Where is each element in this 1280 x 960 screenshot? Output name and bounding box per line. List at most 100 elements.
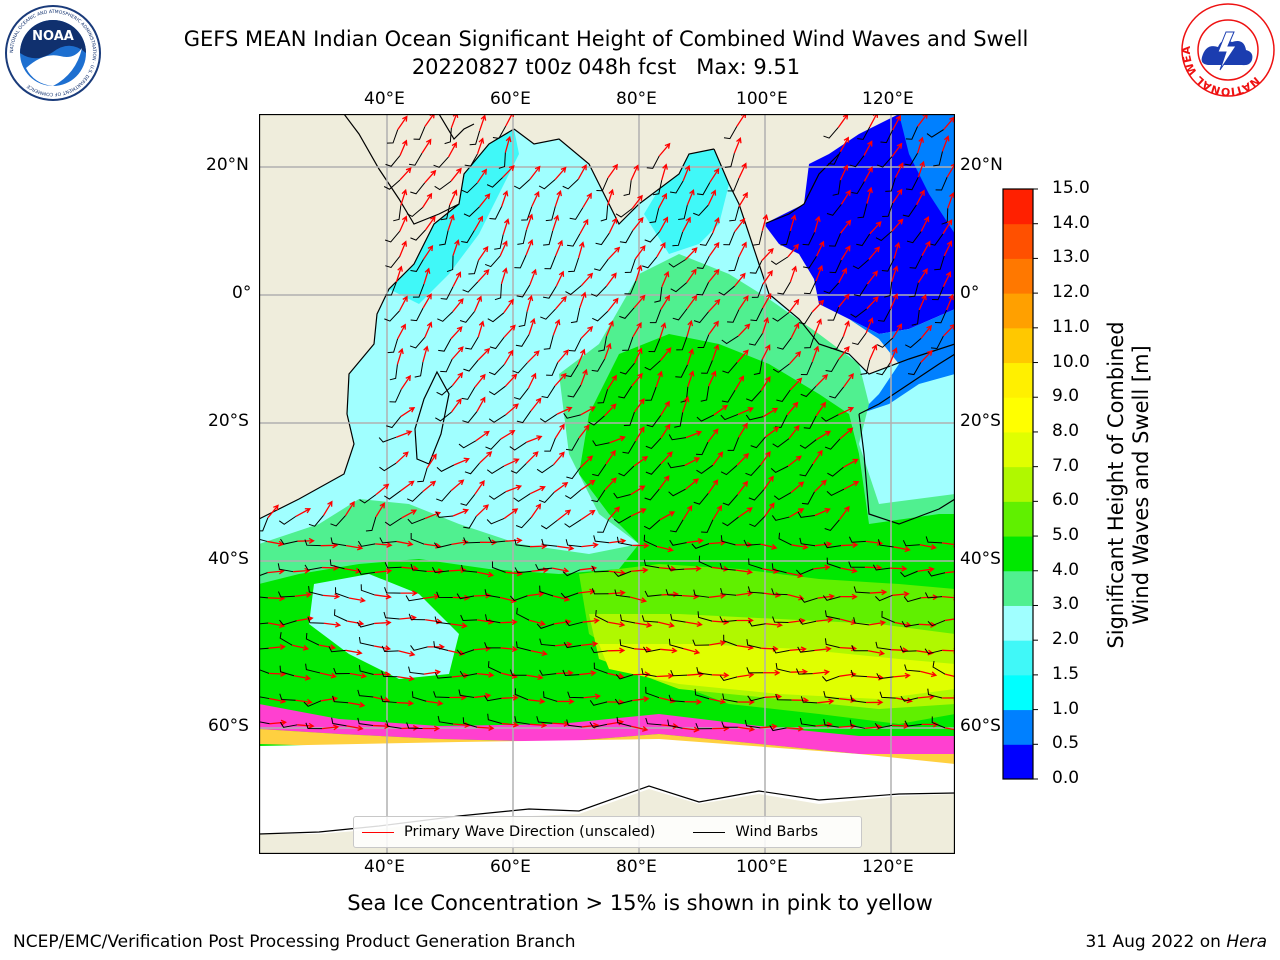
wave-direction-arrow: [609, 435, 626, 444]
wind-barb: [926, 129, 944, 138]
wave-direction-arrow: [656, 545, 674, 553]
wave-direction-arrow: [579, 218, 589, 235]
wind-barb: [900, 695, 919, 702]
wind-barb: [386, 720, 402, 729]
wave-direction-arrow: [865, 317, 874, 334]
wind-barb: [748, 333, 763, 346]
wind-barb: [444, 127, 452, 145]
wave-direction-arrow: [296, 615, 314, 622]
wind-barb: [797, 646, 815, 653]
wave-direction-arrow: [477, 320, 485, 338]
wind-barb: [780, 230, 791, 246]
wind-barb: [410, 259, 424, 272]
coastline-africa-arabia: [259, 114, 515, 520]
wind-barb: [365, 516, 377, 532]
wave-direction-arrow: [892, 323, 903, 339]
wind-barb: [379, 537, 397, 544]
wind-barb: [570, 307, 581, 324]
wave-direction-arrow: [505, 484, 523, 493]
wave-direction-arrow: [759, 451, 771, 466]
wind-barb: [489, 337, 505, 350]
wind-barb: [803, 280, 817, 295]
wind-barb: [485, 614, 501, 624]
wave-direction-arrow: [477, 671, 495, 678]
wave-direction-arrow: [765, 426, 780, 438]
wind-barb: [494, 234, 504, 250]
wave-direction-arrow: [395, 430, 413, 438]
wind-barb: [857, 203, 868, 219]
lon-tick-top-80e: 80°E: [616, 89, 657, 109]
wave-direction-arrow: [580, 325, 594, 339]
wave-direction-arrow: [738, 162, 747, 179]
wind-barb: [935, 176, 948, 191]
wind-barb: [853, 283, 868, 297]
wind-barb: [699, 232, 714, 246]
wave-direction-arrow: [268, 622, 286, 629]
wave-direction-arrow: [607, 297, 619, 312]
wave-direction-arrow: [451, 372, 464, 387]
wave-direction-arrow: [608, 621, 626, 628]
wind-barb: [881, 610, 896, 623]
wind-barb: [331, 717, 347, 727]
wind-barb: [727, 177, 740, 192]
wind-barb: [488, 491, 507, 500]
wind-barb: [539, 669, 557, 676]
wind-barb: [644, 488, 660, 501]
wind-barb: [619, 362, 635, 375]
wind-barb: [405, 595, 423, 602]
wave-direction-arrow: [683, 648, 701, 655]
wind-barb: [435, 411, 452, 422]
wave-direction-arrow: [790, 668, 808, 675]
wind-barb: [821, 675, 840, 682]
wind-barb: [899, 645, 917, 652]
wind-barb: [829, 386, 845, 399]
wind-barb: [646, 415, 662, 428]
wind-barb: [901, 621, 920, 628]
wind-barb: [881, 258, 895, 272]
wave-direction-arrow: [944, 673, 955, 678]
wave-direction-arrow: [736, 590, 754, 597]
wave-direction-arrow: [421, 138, 432, 154]
wind-barb: [668, 488, 686, 497]
wave-direction-arrow: [920, 215, 930, 232]
wave-direction-arrow: [531, 190, 540, 207]
wind-barb: [643, 534, 658, 548]
wave-direction-arrow: [552, 214, 560, 232]
wave-direction-arrow: [502, 165, 515, 178]
wind-barb: [437, 715, 454, 725]
wave-direction-arrow: [609, 538, 627, 545]
map-panel: [259, 114, 955, 854]
wave-direction-arrow: [811, 345, 820, 363]
wind-barb: [381, 645, 399, 652]
wave-direction-arrow: [788, 617, 806, 624]
wave-direction-arrow: [632, 321, 642, 338]
wave-direction-arrow: [631, 372, 643, 387]
wave-direction-arrow: [765, 621, 783, 628]
wave-direction-arrow: [660, 294, 670, 310]
colorbar-swatch: [1003, 709, 1033, 745]
wave-direction-arrow: [891, 218, 904, 232]
lat-tick-left-0: 0°: [232, 283, 252, 303]
map-grid: [259, 114, 955, 854]
wind-barb: [823, 719, 839, 728]
waves-2to3-region-south: [309, 574, 459, 679]
wave-direction-arrow: [422, 244, 434, 260]
wind-barb: [357, 540, 376, 547]
wind-barb: [544, 255, 557, 270]
wind-barb: [728, 256, 740, 272]
wind-barb: [379, 462, 397, 472]
wave-direction-arrow: [921, 240, 931, 257]
wind-barb: [722, 516, 739, 527]
wave-direction-arrow: [916, 136, 924, 154]
wave-direction-arrow: [842, 320, 851, 337]
wave-direction-arrow: [761, 247, 774, 261]
wind-barb: [860, 359, 871, 375]
wave-direction-arrow: [658, 142, 671, 157]
wind-barb: [800, 597, 818, 603]
wind-barb: [465, 336, 479, 350]
wind-barb: [588, 415, 605, 426]
wind-barb: [903, 596, 922, 603]
wind-barb: [934, 255, 945, 271]
wind-barb: [591, 566, 609, 573]
wave-direction-arrow: [501, 694, 519, 701]
